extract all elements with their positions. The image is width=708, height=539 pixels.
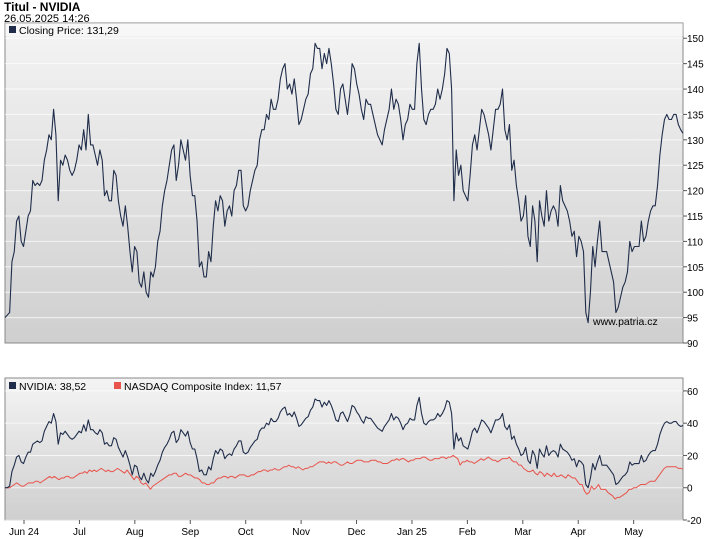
x-tick-label: Aug xyxy=(126,527,144,538)
y-tick-label: 105 xyxy=(687,263,704,274)
nasdaq-legend: NASDAQ Composite Index: 11,57 xyxy=(124,381,282,393)
x-tick-label: Nov xyxy=(292,527,310,538)
x-axis: Jun 24 Jul Aug Sep Oct Nov Dec Jan 25 Feb Mar Apr M… xyxy=(9,520,643,538)
y-tick-label: 115 xyxy=(687,212,703,223)
y-tick-label: 100 xyxy=(687,288,704,299)
y-tick-label: 145 xyxy=(687,60,704,71)
x-tick-label: Jan 25 xyxy=(397,527,427,538)
y-tick-label: 95 xyxy=(687,314,699,325)
price-panel-bg xyxy=(4,22,684,344)
nvidia-legend: NVIDIA: 38,52 xyxy=(19,381,86,393)
performance-y-axis: -20 0 20 40 60 xyxy=(683,387,702,527)
y-tick-label: 140 xyxy=(687,85,704,96)
y-tick-label: 0 xyxy=(687,484,693,495)
x-tick-label: Jun 24 xyxy=(9,527,39,538)
x-tick-label: Apr xyxy=(570,527,586,538)
watermark: www.patria.cz xyxy=(592,316,658,328)
y-tick-label: 125 xyxy=(687,161,704,172)
y-tick-label: 110 xyxy=(687,237,703,248)
y-tick-label: 40 xyxy=(687,419,699,430)
performance-gridlines xyxy=(5,390,683,521)
x-tick-label: May xyxy=(624,527,643,538)
nvidia-line xyxy=(5,396,684,489)
y-tick-label: 90 xyxy=(687,339,699,350)
price-y-axis: 90 95 100 105 110 115 120 125 130 135 140 145 150 xyxy=(683,34,704,350)
performance-panel: -20 0 20 40 60 NVIDIA: 38,52 NASDAQ Composit… xyxy=(4,377,702,538)
legend-strip xyxy=(5,23,683,36)
page-title: Titul - NVIDIA xyxy=(4,0,81,14)
y-tick-label: 150 xyxy=(687,34,704,45)
nvidia-legend-swatch xyxy=(9,382,16,389)
x-tick-label: Oct xyxy=(238,527,254,538)
y-tick-label: 120 xyxy=(687,187,704,198)
x-tick-label: Jul xyxy=(73,527,86,538)
x-tick-label: Dec xyxy=(348,527,366,538)
y-tick-label: -20 xyxy=(687,516,702,527)
nasdaq-line xyxy=(5,454,684,500)
closing-price-legend: Closing Price: 131,29 xyxy=(19,25,119,37)
y-tick-label: 60 xyxy=(687,387,699,398)
x-tick-label: Feb xyxy=(459,527,477,538)
nasdaq-legend-swatch xyxy=(114,382,121,389)
x-tick-label: Mar xyxy=(514,527,532,538)
price-panel: 90 95 100 105 110 115 120 125 130 135 140 145 150 Cl… xyxy=(4,22,704,350)
x-tick-label: Sep xyxy=(181,527,199,538)
y-tick-label: 20 xyxy=(687,451,699,462)
timestamp: 26.05.2025 14:26 xyxy=(4,13,90,25)
closing-price-legend-swatch xyxy=(9,26,16,33)
closing-price-line xyxy=(4,42,684,324)
y-tick-label: 135 xyxy=(687,110,704,121)
y-tick-label: 130 xyxy=(687,136,704,147)
performance-panel-bg xyxy=(4,377,684,521)
